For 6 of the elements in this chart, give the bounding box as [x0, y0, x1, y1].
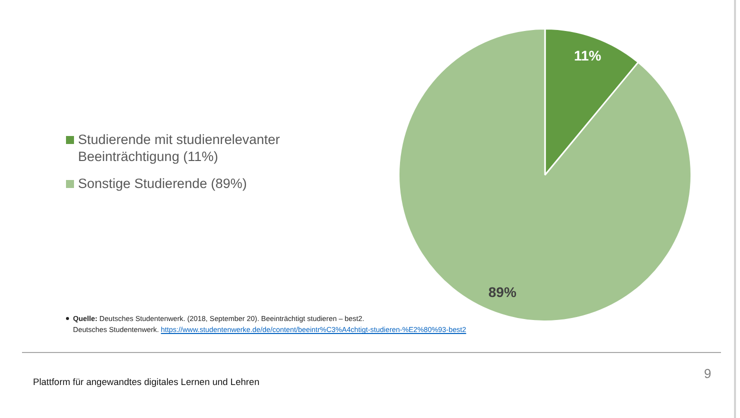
legend-label: Studierende mit studienrelevanter Beeinträchtigung (11%) [78, 132, 280, 164]
text: 9 [704, 366, 712, 381]
legend-label: Sonstige Studierende (89%) [78, 176, 247, 191]
data-label: 89% [488, 284, 517, 300]
text: Plattform für angewandtes digitales Lernen und Lehren [33, 377, 260, 387]
data-label: 11% [574, 48, 602, 64]
